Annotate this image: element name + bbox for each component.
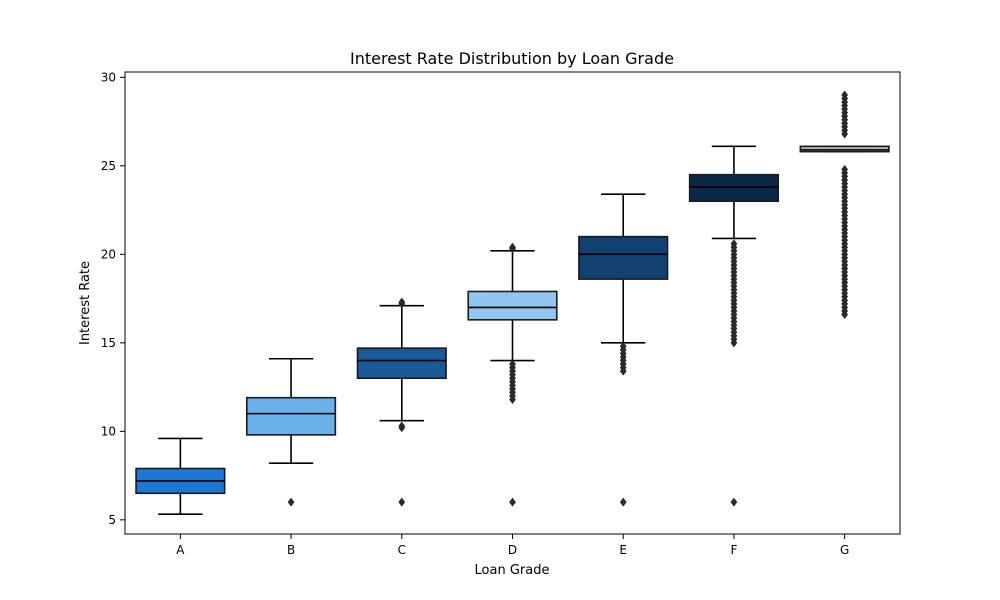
y-tick-label-5: 5 — [108, 513, 116, 527]
x-axis-label: Loan Grade — [475, 563, 550, 578]
x-tick-label-B: B — [287, 543, 295, 557]
outlier-B-0 — [287, 497, 295, 507]
plot-area — [135, 90, 890, 515]
x-tick-label-C: C — [398, 543, 406, 557]
iqr-box-E — [578, 235, 669, 280]
outlier-F-0 — [730, 497, 738, 507]
x-tick-label-D: D — [508, 543, 517, 557]
axes: A B C D E F G 5 10 15 20 25 30 — [101, 70, 850, 557]
outlier-E-0 — [619, 497, 627, 507]
y-tick-label-10: 10 — [101, 424, 116, 438]
y-tick-label-15: 15 — [101, 336, 116, 350]
chart-title: Interest Rate Distribution by Loan Grade — [350, 49, 674, 68]
y-axis-label: Interest Rate — [78, 261, 93, 345]
iqr-box-B — [245, 396, 337, 436]
outlier-G-53 — [841, 90, 849, 100]
outlier-D-0 — [509, 497, 516, 507]
box-G — [799, 90, 890, 320]
iqr-box-D — [467, 290, 558, 321]
iqr-box-F — [688, 173, 780, 203]
outlier-C-4 — [398, 297, 406, 307]
y-tick-label-25: 25 — [101, 159, 116, 173]
outlier-G-41 — [841, 164, 849, 174]
x-tick-label-E: E — [619, 543, 627, 557]
box-D — [467, 242, 558, 507]
box-E — [578, 193, 669, 507]
box-C — [356, 297, 447, 507]
box-F — [688, 145, 780, 507]
outlier-D-13 — [509, 242, 516, 252]
iqr-box-C — [356, 347, 447, 380]
box-A — [135, 437, 226, 515]
x-tick-label-F: F — [730, 543, 737, 557]
outlier-F-29 — [730, 239, 738, 249]
outlier-C-2 — [398, 421, 406, 431]
outlier-D-11 — [509, 359, 516, 369]
outlier-E-8 — [619, 341, 627, 351]
box-B — [245, 357, 337, 507]
y-tick-label-20: 20 — [101, 247, 116, 261]
iqr-box-G — [799, 145, 890, 153]
y-tick-label-30: 30 — [101, 70, 116, 84]
outlier-C-0 — [398, 497, 406, 507]
x-tick-label-G: G — [840, 543, 849, 557]
x-tick-label-A: A — [176, 543, 185, 557]
